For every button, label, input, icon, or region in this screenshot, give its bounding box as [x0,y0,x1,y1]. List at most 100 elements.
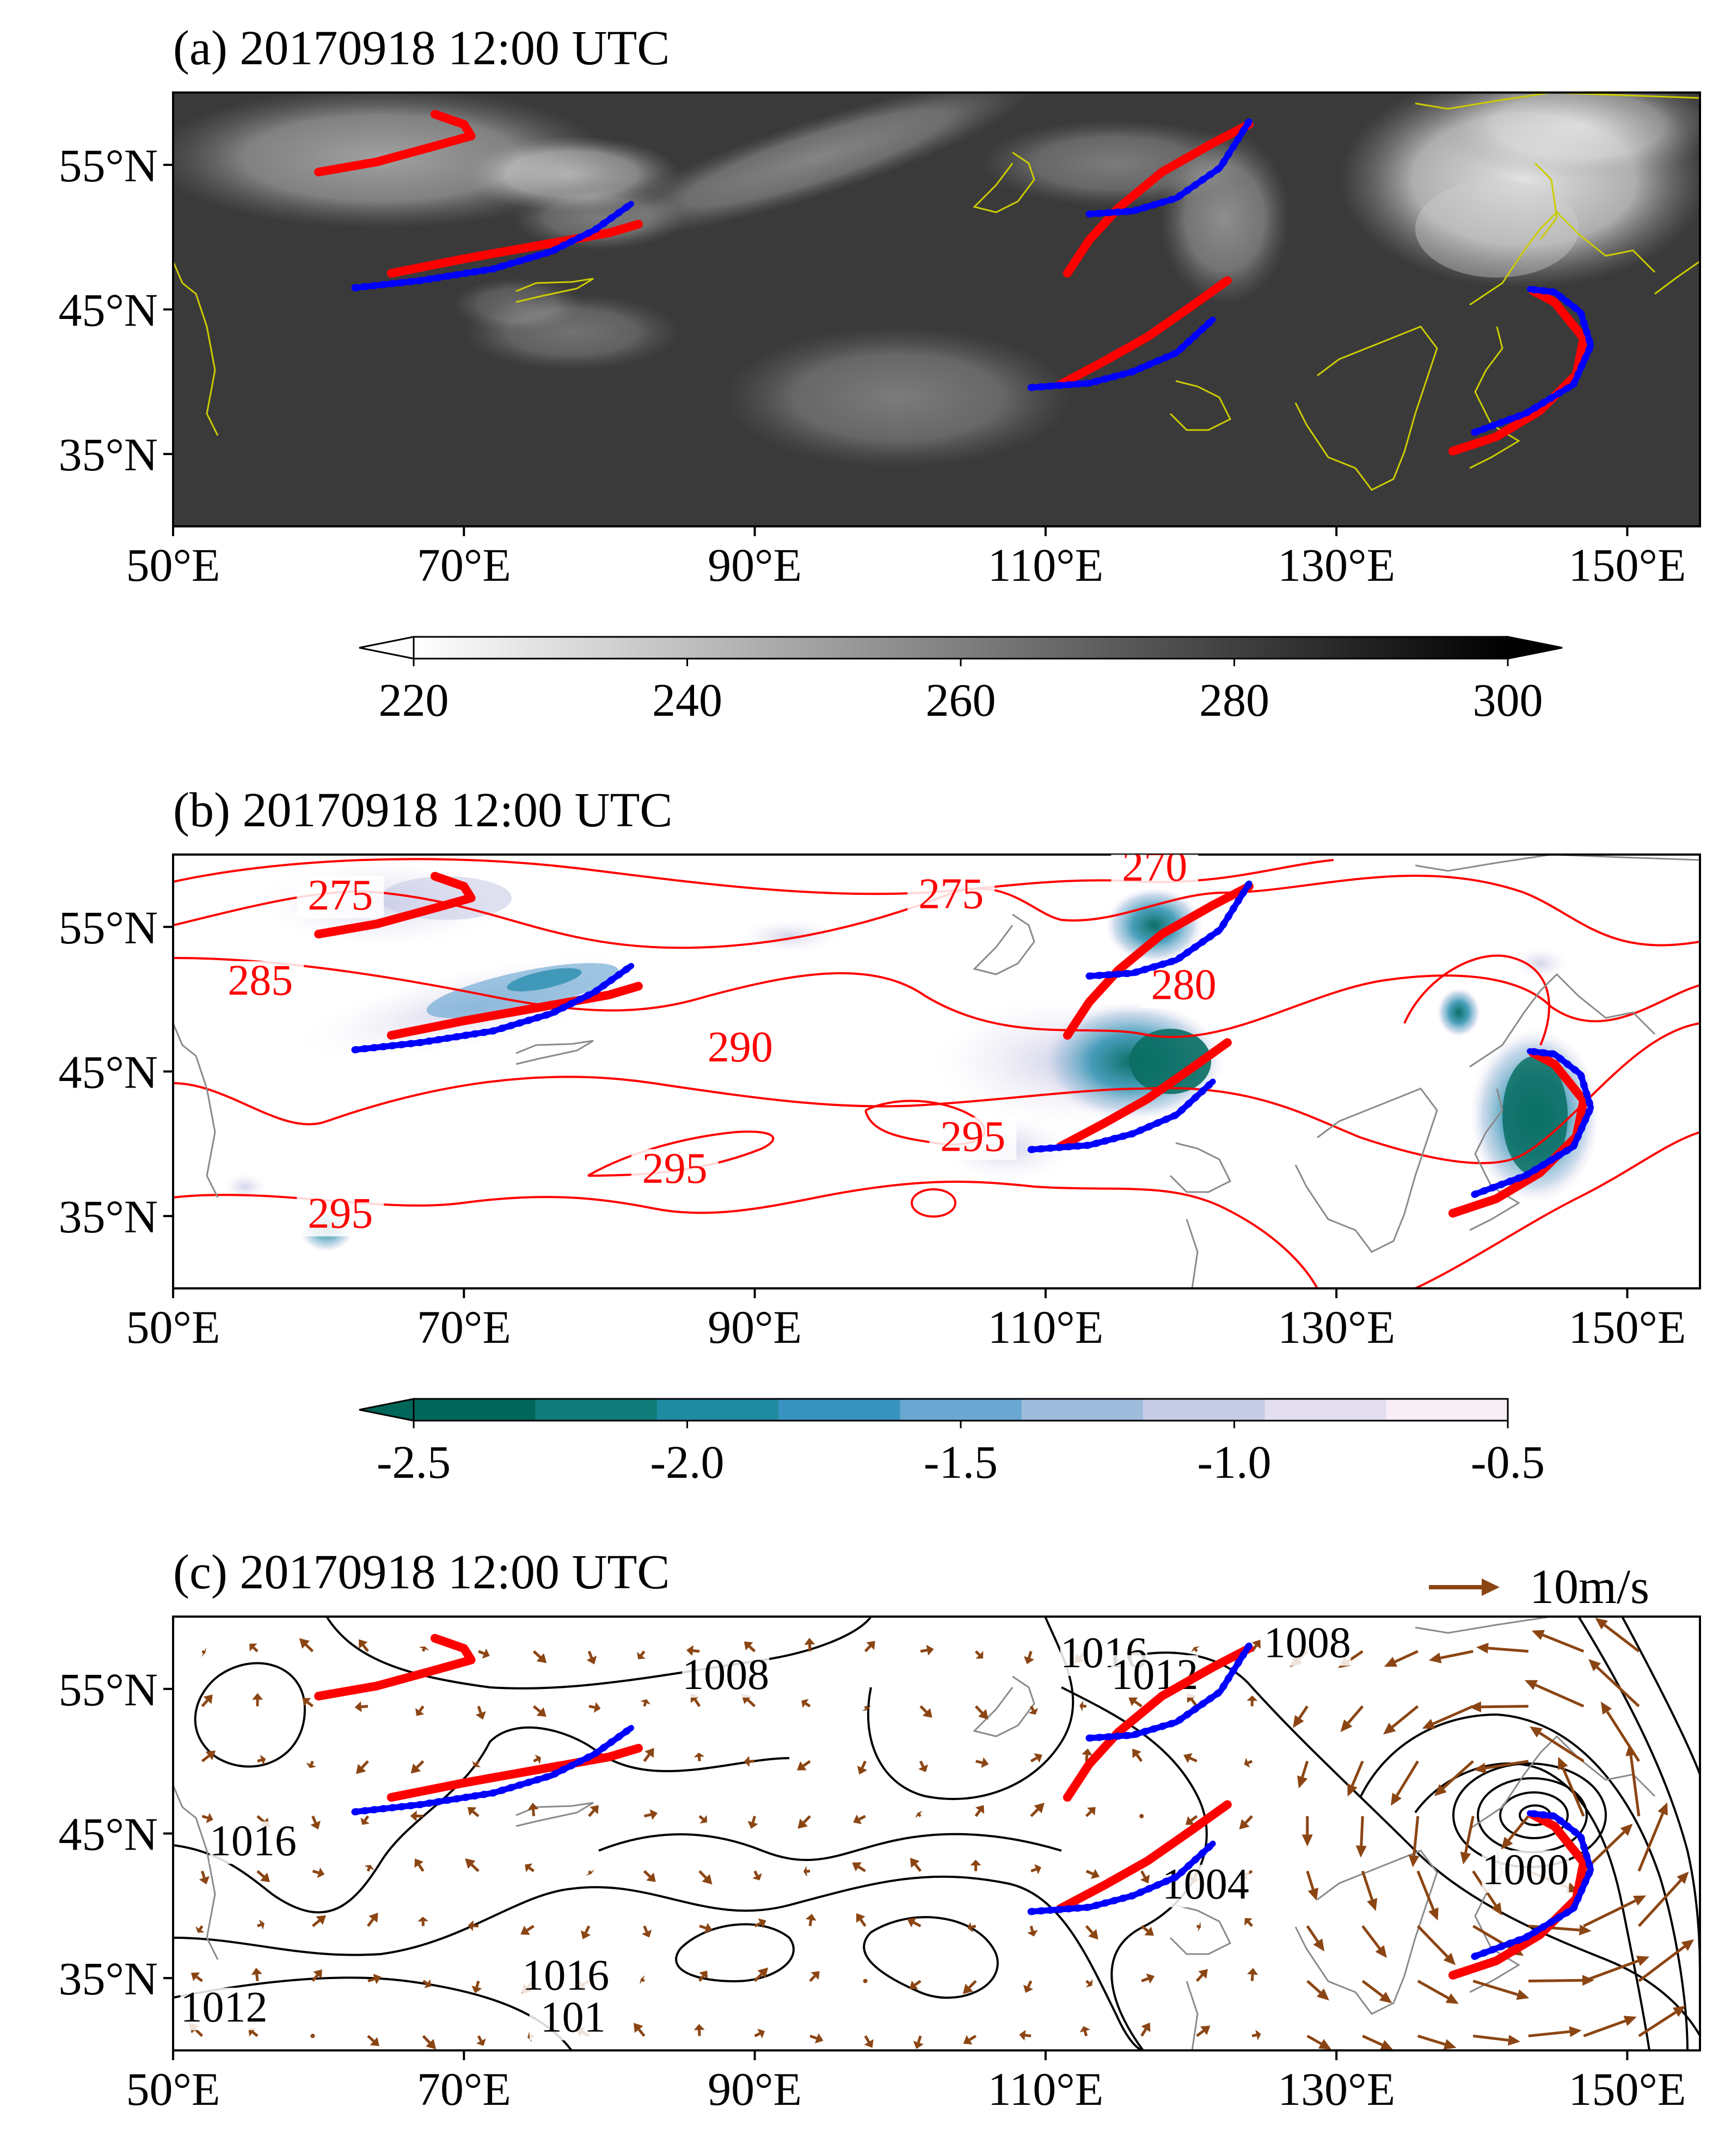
wind-vector [797,1815,811,1829]
wind-vector [967,1921,977,1933]
panel-b-title: (b) 20170918 12:00 UTC [173,783,672,837]
wind-vector [1361,1925,1387,1958]
wind-vector [1416,1870,1439,1921]
contour-label: 1000 [1482,1846,1569,1894]
wind-vector [1196,1921,1201,1932]
x-tick-label: 90°E [708,539,802,591]
wind-vector [637,1650,646,1660]
contour-label-bg [1263,1623,1351,1666]
wind-vector [1362,2035,1393,2050]
wind-vector [1460,1816,1475,1865]
contour-label-bg [529,1998,617,2041]
red-front-line [1055,276,1232,389]
panel-c: (c) 20170918 12:00 UTC 10m/s [59,1545,1701,2115]
contour-label-bg [631,1149,719,1192]
wind-vector [1141,1973,1155,1984]
colorbar-b: -2.5 -2.0 -1.5 -1.0 -0.5 [359,1398,1545,1488]
coastline-c [173,1617,1656,2050]
y-tick-label: 35°N [59,1952,158,2005]
contour-label-bg [1111,1655,1199,1698]
x-tick-label: 130°E [1278,2063,1395,2115]
wind-vector [252,1693,263,1706]
wind-vector [1293,1705,1309,1728]
panel-c-map [173,1617,1700,2050]
wind-vector [699,1922,713,1933]
blue-front-line-core [1471,1048,1594,1197]
wind-vector [1528,2026,1582,2037]
panel-b: (b) 20170918 12:00 UTC [59,783,1701,1488]
wind-vector [1408,1816,1420,1868]
wind-vector [1196,2025,1211,2037]
wind-vector [360,1815,370,1825]
wind-vector [312,1867,325,1878]
wind-vector [643,1809,658,1820]
wind-vector [910,1858,922,1872]
wind-vector [527,1803,539,1816]
wind-vector [856,1913,867,1927]
contour-label: 1016 [210,1817,297,1865]
contour-label-bg [1140,965,1227,1008]
wind-vector [744,1756,755,1767]
contour-label-bg [1162,1865,1249,1908]
contour-label-bg [209,1821,297,1864]
colorbar-tick-label: -2.0 [650,1436,724,1488]
wind-vector [478,1648,490,1659]
red-front-line [386,981,643,1040]
wind-vector [1085,1925,1098,1940]
wind-vector [1079,2026,1090,2037]
wind-vector [641,1925,652,1938]
wind-vector [414,1858,425,1872]
wind-vector [1306,1980,1329,2001]
wind-vector [410,1810,423,1822]
blue-front-line-core [1028,1840,1216,1915]
wind-vector [1361,1980,1392,2004]
fronts-a [314,109,1595,456]
wind-vector [974,1705,989,1720]
x-tick-label: 110°E [987,2063,1103,2115]
colorbar-tick-label: 220 [379,674,449,726]
wind-vector [1244,1918,1254,1927]
colorbar-level [900,1399,1022,1421]
wind-vector [311,1969,322,1982]
wind-vector [201,1813,213,1823]
wind-vector [1186,1815,1198,1825]
wind-vector [918,1760,928,1772]
wind-vector [306,1760,317,1768]
wind-vector [1132,1748,1143,1762]
wind-vector [1140,1870,1150,1884]
wind-vector [581,1925,591,1939]
panel-a-map [173,93,1700,526]
wind-vector [754,1918,766,1928]
wind-vector [907,1918,922,1927]
wind-vector [1637,1802,1668,1872]
wind-vector [1030,1864,1041,1875]
wind-vector [199,1870,210,1885]
blue-front-line-core [352,201,634,291]
x-tick-label: 130°E [1278,539,1395,591]
wind-vector [809,2033,824,2044]
wind-vector [801,1699,811,1708]
wind-vector [1530,1726,1585,1762]
quiver-key: 10m/s [1429,1560,1649,1614]
colorbar-tick-label: 260 [926,674,996,726]
wind-vector [468,1920,479,1931]
x-tick-label: 90°E [708,2063,802,2115]
wind-vector [201,1750,216,1762]
contour-label: 1004 [1162,1860,1249,1908]
blue-front-line-core [352,963,634,1053]
wind-vector [804,1638,815,1651]
wind-vector [975,1757,989,1768]
cloud-band-central [452,93,1290,468]
y-tick-label: 35°N [59,428,158,481]
wind-vector [1340,1705,1364,1733]
blue-front-line-core [1086,1642,1253,1741]
wind-vector [1476,1642,1528,1654]
wind-vector [805,1914,817,1926]
fronts-b [314,871,1595,1218]
blue-front-line-core [1471,286,1594,435]
wind-vector [1239,1815,1253,1830]
colorbar-extend-right [1507,636,1563,660]
coastline-b [173,855,1700,1288]
panel-c-title: (c) 20170918 12:00 UTC [173,1545,670,1599]
